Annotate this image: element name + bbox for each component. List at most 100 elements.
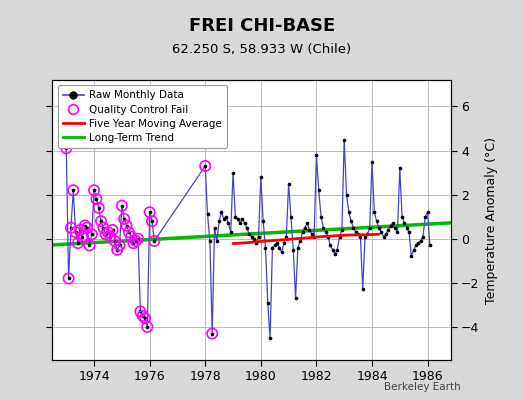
Point [384,227,392,233]
Point [134,236,143,242]
Point [245,231,254,238]
Text: 62.250 S, 58.933 W (Chile): 62.250 S, 58.933 W (Chile) [172,44,352,56]
Point [125,229,133,235]
Point [289,246,298,253]
Point [352,229,360,235]
Point [368,158,376,165]
Point [210,224,219,231]
Point [414,240,422,246]
Point [146,209,154,216]
Point [138,313,147,319]
Point [238,216,246,222]
Point [224,220,233,226]
Point [69,187,78,194]
Point [122,222,130,229]
Point [201,163,210,169]
Point [143,324,151,330]
Point [113,246,122,253]
Point [268,244,277,251]
Point [150,238,158,244]
Point [81,222,89,229]
Point [150,238,158,244]
Point [398,214,406,220]
Point [62,145,71,152]
Point [366,224,374,231]
Point [129,240,138,246]
Point [78,233,86,240]
Point [97,218,105,224]
Point [104,229,112,235]
Point [136,308,145,315]
Point [94,205,103,211]
Point [250,236,258,242]
Point [389,220,397,226]
Point [291,295,300,302]
Point [104,229,112,235]
Point [201,163,210,169]
Point [312,152,321,158]
Point [329,246,337,253]
Point [118,202,126,209]
Point [115,242,124,248]
Point [377,229,386,235]
Point [261,244,270,251]
Point [308,231,316,238]
Point [122,222,130,229]
Point [331,251,339,257]
Point [85,242,94,248]
Point [278,249,286,255]
Point [132,238,140,244]
Point [134,236,143,242]
Point [423,209,432,216]
Point [213,238,221,244]
Point [241,220,249,226]
Point [243,224,251,231]
Point [90,187,99,194]
Point [305,227,314,233]
Point [234,216,242,222]
Point [333,246,342,253]
Point [220,216,228,222]
Point [99,224,107,231]
Point [115,242,124,248]
Point [270,242,279,248]
Point [257,174,265,180]
Point [252,240,260,246]
Point [361,233,369,240]
Point [381,231,390,238]
Point [301,224,309,231]
Point [229,169,237,176]
Point [266,335,274,341]
Point [76,227,84,233]
Point [88,231,96,238]
Point [127,233,135,240]
Point [280,240,288,246]
Point [81,222,89,229]
Point [141,315,149,321]
Point [71,229,80,235]
Point [88,231,96,238]
Point [108,227,117,233]
Legend: Raw Monthly Data, Quality Control Fail, Five Year Moving Average, Long-Term Tren: Raw Monthly Data, Quality Control Fail, … [58,85,227,148]
Point [215,218,223,224]
Point [217,209,226,216]
Point [69,187,78,194]
Point [396,165,404,171]
Point [62,145,71,152]
Text: Berkeley Earth: Berkeley Earth [385,382,461,392]
Point [85,242,94,248]
Point [94,205,103,211]
Point [402,224,411,231]
Point [226,229,235,235]
Point [370,209,378,216]
Point [120,216,128,222]
Point [74,240,82,246]
Point [146,209,154,216]
Point [78,233,86,240]
Point [148,218,156,224]
Point [113,246,122,253]
Point [405,229,413,235]
Point [287,214,295,220]
Point [83,224,91,231]
Point [379,233,388,240]
